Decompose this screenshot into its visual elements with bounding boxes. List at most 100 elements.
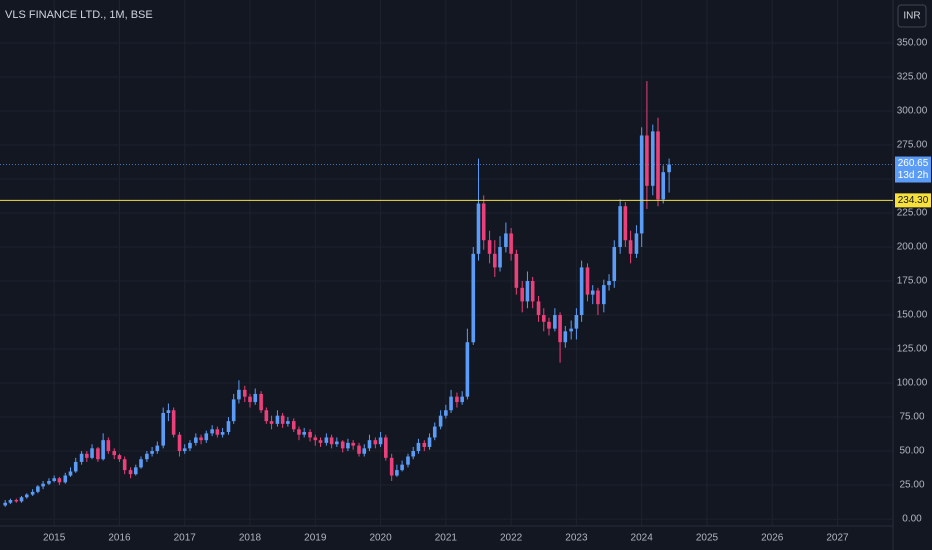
candle-body <box>618 206 622 248</box>
candle-body <box>90 448 94 458</box>
y-tick-label: 100.00 <box>897 378 928 389</box>
candle-body <box>47 480 51 484</box>
candle-body <box>602 285 606 305</box>
candle-body <box>8 500 13 503</box>
candle-body <box>367 440 372 449</box>
y-tick-label: 125.00 <box>897 344 928 355</box>
candle-body <box>579 267 584 316</box>
candle-body <box>590 290 595 295</box>
candle-body <box>199 437 203 441</box>
candle-body <box>427 437 432 447</box>
candle-body <box>493 253 497 268</box>
candle-body <box>14 500 19 502</box>
candle-body <box>667 164 671 173</box>
candle-body <box>85 453 89 458</box>
candle-body <box>504 233 508 248</box>
candle-body <box>563 331 568 343</box>
y-tick-label: 175.00 <box>897 276 928 287</box>
candle-body <box>302 432 306 435</box>
x-tick-label: 2021 <box>435 533 458 544</box>
last-price-label: 260.65 <box>898 158 929 169</box>
candle-body <box>194 437 198 443</box>
y-tick-label: 300.00 <box>897 106 928 117</box>
candle-body <box>63 475 68 483</box>
axes: 0.00 25.00 50.00 75.00 100.00 125.00 150.00 175… <box>0 38 931 544</box>
candle-body <box>530 281 535 302</box>
candle-body <box>471 253 476 343</box>
x-tick-label: 2016 <box>108 533 131 544</box>
candle-body <box>166 410 171 413</box>
candle-body <box>389 457 394 476</box>
candle-body <box>324 437 329 443</box>
countdown: 13d 2h <box>898 170 929 181</box>
candle-body <box>112 451 117 456</box>
candle-body <box>264 410 269 422</box>
last-price-tag <box>895 156 931 183</box>
candle-body <box>634 233 639 254</box>
candle-body <box>308 432 312 438</box>
candle-body <box>122 459 127 471</box>
candle-body <box>465 342 470 397</box>
candle-body <box>612 247 617 282</box>
candle-body <box>204 433 209 441</box>
y-tick-label: 50.00 <box>899 446 924 457</box>
candle-body <box>438 415 443 427</box>
candle-body <box>498 247 502 268</box>
candle-body <box>406 456 410 465</box>
candle-body <box>416 442 421 452</box>
x-tick-label: 2015 <box>43 533 66 544</box>
candle-body <box>79 453 84 462</box>
candle-body <box>476 203 481 254</box>
candle-body <box>291 421 296 430</box>
x-tick-label: 2023 <box>565 533 588 544</box>
candle-body <box>357 445 361 454</box>
candle-body <box>237 389 241 400</box>
candle-body <box>73 461 78 472</box>
candle-body <box>395 470 399 476</box>
candle-body <box>57 478 62 483</box>
candle-body <box>210 429 214 434</box>
candle-body <box>253 393 258 403</box>
candle-body <box>215 429 220 435</box>
candle-body <box>645 135 649 186</box>
x-tick-label: 2018 <box>239 533 262 544</box>
candle-body <box>226 421 231 433</box>
candle-body <box>639 135 644 234</box>
candle-body <box>297 429 301 435</box>
candle-body <box>558 315 562 343</box>
price-line-label: 234.30 <box>898 195 929 206</box>
candle-body <box>541 315 546 322</box>
candle-body <box>41 483 45 487</box>
candle-body <box>411 451 416 457</box>
candle-body <box>133 467 138 475</box>
currency-button[interactable] <box>897 4 927 28</box>
candle-body <box>383 437 388 458</box>
candle-body <box>280 415 285 424</box>
candle-body <box>509 233 513 254</box>
candle-body <box>460 396 464 403</box>
candle-body <box>30 491 35 495</box>
currency[interactable]: INR <box>903 11 920 22</box>
candle-body <box>106 440 111 452</box>
candle-body <box>346 442 350 449</box>
candle-body <box>24 494 29 498</box>
candle-body <box>481 203 486 241</box>
candle-body <box>3 502 8 506</box>
y-tick-label: 200.00 <box>897 242 928 253</box>
candle-body <box>585 267 590 295</box>
candle-body <box>623 206 628 241</box>
candle-body <box>171 410 176 435</box>
candle-body <box>96 448 100 460</box>
candle-body <box>150 451 154 454</box>
candle-body <box>650 131 655 186</box>
x-tick-label: 2020 <box>369 533 392 544</box>
x-tick-label: 2026 <box>761 533 784 544</box>
candle-body <box>117 455 122 460</box>
price-line-tag <box>895 193 931 208</box>
candle-body <box>547 321 551 329</box>
y-tick-label: 150.00 <box>897 310 928 321</box>
y-tick-label: 75.00 <box>899 412 924 423</box>
